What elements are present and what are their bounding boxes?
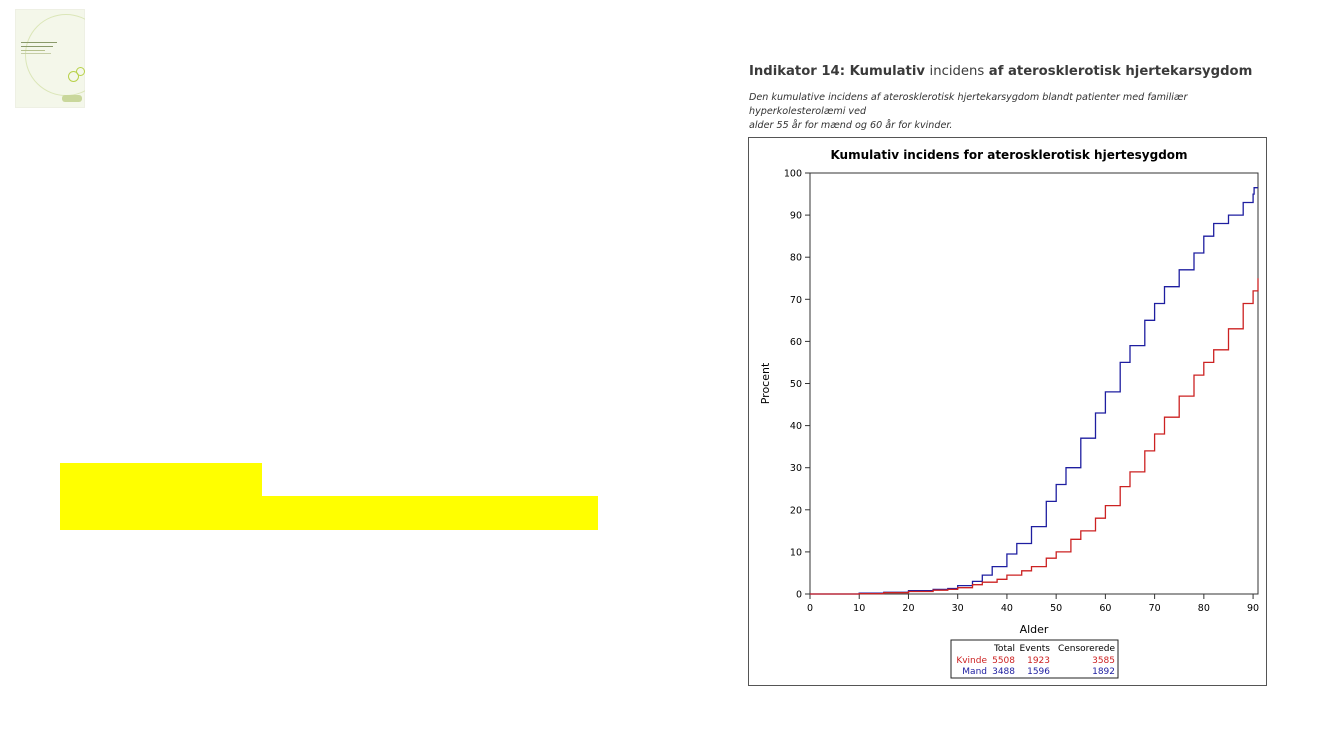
indicator-subtitle: Den kumulative incidens af ateroskleroti… <box>749 91 1269 133</box>
table-header: Total <box>993 644 1015 654</box>
x-tick-label: 90 <box>1247 603 1259 614</box>
y-tick-label: 20 <box>790 505 802 516</box>
x-tick-label: 30 <box>952 603 964 614</box>
y-tick-label: 50 <box>790 379 802 390</box>
table-cell-total: 5508 <box>992 656 1015 666</box>
cover-ring-icon <box>76 67 85 76</box>
x-tick-label: 60 <box>1099 603 1111 614</box>
subtitle-line-2: alder 55 år for mænd og 60 år for kvinde… <box>749 120 953 131</box>
plot-frame <box>809 172 1259 595</box>
y-tick-label: 30 <box>790 463 802 474</box>
y-tick-label: 90 <box>790 211 802 222</box>
incidence-chart: Kumulativ incidens for aterosklerotisk h… <box>759 148 1259 679</box>
cover-logo <box>62 95 82 102</box>
x-tick-label: 0 <box>807 603 813 614</box>
y-tick-label: 70 <box>790 295 802 306</box>
x-tick-label: 50 <box>1050 603 1062 614</box>
x-tick-label: 40 <box>1001 603 1013 614</box>
x-tick-label: 80 <box>1198 603 1210 614</box>
summary-table-frame <box>950 639 1119 679</box>
cover-arc-decoration <box>25 14 85 96</box>
report-cover-thumbnail[interactable] <box>15 9 85 108</box>
x-tick-label: 20 <box>902 603 914 614</box>
indicator-title: Indikator 14: Kumulativ incidens af ater… <box>749 64 1253 79</box>
x-tick-label: 70 <box>1149 603 1161 614</box>
y-tick-label: 60 <box>790 337 802 348</box>
y-tick-label: 100 <box>784 169 802 180</box>
cover-text-line <box>21 46 53 47</box>
y-tick-label: 10 <box>790 547 802 558</box>
table-cell-censored: 3585 <box>1092 656 1115 666</box>
series-line-kvinde <box>810 278 1259 595</box>
table-cell-censored: 1892 <box>1092 667 1115 677</box>
x-axis-label: Alder <box>1020 623 1049 636</box>
cover-ring-icon <box>68 71 79 82</box>
table-cell-events: 1596 <box>1027 667 1050 677</box>
y-tick-label: 40 <box>790 421 802 432</box>
cover-text-line <box>21 42 57 43</box>
y-tick-label: 0 <box>796 590 802 601</box>
y-tick-label: 80 <box>790 253 802 264</box>
table-header: Events <box>1020 644 1051 654</box>
cover-text-line <box>21 50 45 51</box>
table-header: Censorerede <box>1058 644 1116 654</box>
chart-title: Kumulativ incidens for aterosklerotisk h… <box>830 148 1187 162</box>
table-row-label: Kvinde <box>956 656 987 666</box>
series-line-mand <box>810 187 1258 595</box>
y-axis-label: Procent <box>759 362 772 404</box>
subtitle-line-1: Den kumulative incidens af ateroskleroti… <box>749 92 1188 117</box>
highlight-block <box>260 496 598 530</box>
table-cell-total: 3488 <box>992 667 1015 677</box>
table-cell-events: 1923 <box>1027 656 1050 666</box>
chart-panel: Kumulativ incidens for aterosklerotisk h… <box>748 137 1267 686</box>
table-row-label: Mand <box>962 667 987 677</box>
x-tick-label: 10 <box>853 603 865 614</box>
cover-text-line <box>21 53 51 54</box>
highlight-block <box>60 463 262 530</box>
